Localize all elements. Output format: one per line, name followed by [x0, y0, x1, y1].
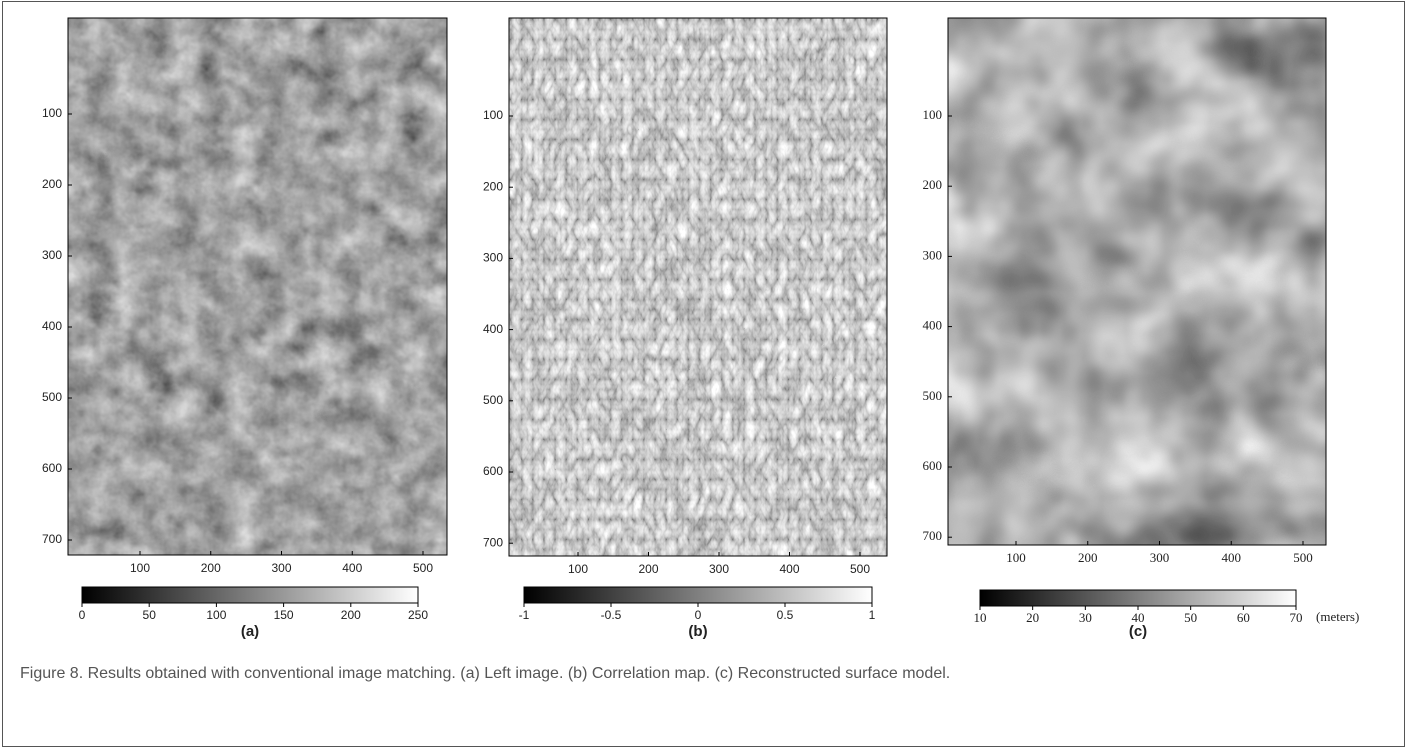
y-tick-label: 600 [42, 461, 62, 475]
x-tick-label: 300 [271, 561, 291, 575]
image [68, 18, 447, 555]
colorbar-label: 30 [1079, 610, 1092, 625]
colorbar [524, 587, 872, 603]
y-tick-label: 500 [483, 393, 503, 407]
y-tick-label: 300 [42, 248, 62, 262]
y-tick-label: 500 [42, 390, 62, 404]
colorbar-label: 0 [695, 608, 702, 622]
y-tick-label: 400 [42, 319, 62, 333]
y-tick-label: 100 [483, 108, 503, 122]
x-tick-label: 300 [709, 562, 729, 576]
y-tick-label: 700 [42, 532, 62, 546]
colorbar-label: 60 [1237, 610, 1250, 625]
x-tick-label: 400 [779, 562, 799, 576]
x-tick-label: 100 [1006, 550, 1026, 565]
figure-caption: Figure 8. Results obtained with conventi… [20, 663, 1380, 685]
x-tick-label: 500 [1293, 550, 1313, 565]
x-tick-label: 500 [850, 562, 870, 576]
colorbar-label: 70 [1290, 610, 1303, 625]
x-tick-label: 100 [568, 562, 588, 576]
colorbar-label: 0 [79, 608, 86, 622]
y-tick-label: 600 [923, 458, 943, 473]
colorbar-label: 0.5 [777, 608, 794, 622]
y-tick-label: 300 [483, 251, 503, 265]
x-tick-label: 200 [638, 562, 658, 576]
colorbar-label: -0.5 [601, 608, 622, 622]
colorbar-label: 50 [143, 608, 157, 622]
colorbar-label: 250 [408, 608, 428, 622]
x-tick-label: 200 [201, 561, 221, 575]
y-tick-label: 300 [923, 247, 943, 262]
panel-label: (c) [1129, 623, 1147, 640]
y-tick-label: 200 [923, 177, 943, 192]
y-tick-label: 400 [483, 322, 503, 336]
panel-label: (a) [241, 623, 259, 640]
y-tick-label: 700 [483, 535, 503, 549]
x-tick-label: 100 [130, 561, 150, 575]
image [948, 18, 1326, 545]
x-tick-label: 300 [1150, 550, 1170, 565]
colorbar-label: 150 [274, 608, 294, 622]
image [509, 18, 887, 556]
y-tick-label: 200 [42, 177, 62, 191]
y-tick-label: 400 [923, 318, 943, 333]
y-tick-label: 100 [42, 106, 62, 120]
y-tick-label: 500 [923, 388, 943, 403]
colorbar-label: -1 [519, 608, 530, 622]
x-tick-label: 200 [1078, 550, 1098, 565]
y-tick-label: 600 [483, 464, 503, 478]
colorbar-label: 10 [974, 610, 987, 625]
page: {"panels": [ {"yticks": [100, 200, 300, … [0, 0, 1409, 752]
x-tick-label: 400 [342, 561, 362, 575]
y-tick-label: 200 [483, 179, 503, 193]
colorbar-label: 100 [206, 608, 226, 622]
x-tick-label: 500 [413, 561, 433, 575]
colorbar-label: 1 [869, 608, 876, 622]
colorbar [980, 590, 1296, 606]
panel-label: (b) [688, 623, 707, 640]
y-tick-label: 700 [923, 528, 943, 543]
y-tick-label: 100 [923, 107, 943, 122]
colorbar-label: 50 [1184, 610, 1197, 625]
colorbar [82, 587, 418, 603]
colorbar-label: 20 [1026, 610, 1039, 625]
colorbar-unit: (meters) [1316, 609, 1359, 624]
x-tick-label: 400 [1222, 550, 1242, 565]
colorbar-label: 200 [341, 608, 361, 622]
